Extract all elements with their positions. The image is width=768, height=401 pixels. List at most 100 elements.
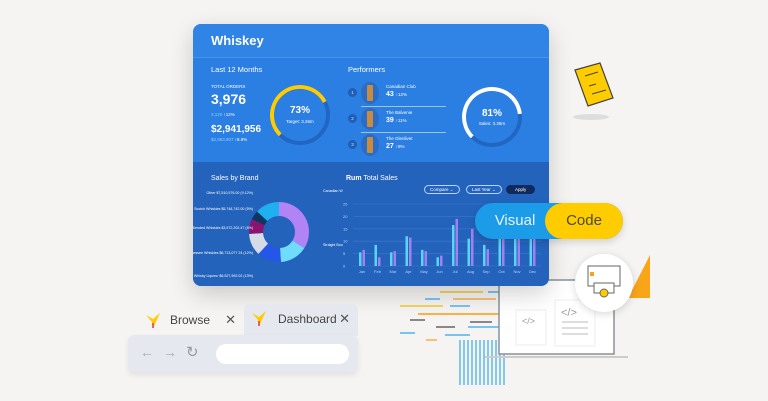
donut-label: Tennessee Whiskies $6,713,077 24 (12%): [193, 251, 253, 255]
rank-badge: 3: [348, 140, 357, 149]
browser-window: Browse ✕ Dashboard ✕ ← → ↻: [128, 304, 358, 372]
bar: [467, 238, 470, 266]
left-heading: Last 12 Months: [211, 65, 263, 74]
reload-icon[interactable]: ↻: [186, 344, 199, 361]
forward-icon[interactable]: →: [163, 344, 177, 360]
donut-slice: [251, 211, 268, 226]
tab-label: Browse: [170, 313, 211, 327]
period-dropdown[interactable]: Last Year ⌄: [466, 185, 502, 194]
performer-value: 27: [386, 143, 394, 150]
chevron-down-icon: ⌄: [492, 187, 496, 192]
sales-gauge-arc: [462, 87, 522, 139]
bar: [514, 218, 517, 266]
performer-name: The Balvenie: [386, 110, 413, 115]
donut-slice: [258, 243, 281, 262]
target-gauge-sub: Target: 3.26m: [286, 119, 314, 124]
x-tick-label: May: [420, 269, 428, 274]
up-arrow-icon: ↑: [395, 118, 398, 123]
bar: [452, 225, 455, 266]
performer-change: 11%: [398, 118, 407, 123]
donut-title: Sales by Brand: [211, 175, 259, 182]
bar: [421, 249, 424, 266]
y-tick-label: 0: [343, 264, 346, 269]
x-tick-label: Jan: [359, 269, 365, 274]
bar: [409, 237, 412, 266]
bar: [533, 218, 536, 266]
rank-badge: 1: [348, 88, 357, 97]
apply-button[interactable]: Apply: [506, 185, 536, 194]
x-tick-label: Jul: [452, 269, 457, 274]
up-arrow-icon: ↑: [395, 92, 398, 97]
revenue-change: 8.9%: [237, 137, 248, 142]
x-tick-label: Mar: [390, 269, 398, 274]
code-doc-icon: [515, 309, 547, 346]
up-arrow-icon: ↑: [234, 137, 238, 142]
divider: [361, 132, 446, 133]
browser-toolbar: ← → ↻: [128, 335, 358, 372]
dashboard-card: Whiskey Last 12 Months TOTAL ORDERS 3,97…: [193, 24, 549, 286]
compare-dropdown[interactable]: Compare ⌄: [424, 185, 460, 194]
x-tick-label: Nov: [513, 269, 520, 274]
donut-label: Scotch Whiskies $5,748,742.00 (5%): [194, 207, 253, 211]
tab-dashboard[interactable]: Dashboard ✕: [244, 304, 358, 336]
bar: [455, 218, 458, 266]
svg-text:</>: </>: [522, 316, 535, 326]
bottle-icon: [361, 82, 379, 104]
close-icon[interactable]: ✕: [225, 312, 236, 327]
up-arrow-icon: ↑: [395, 144, 398, 149]
bottle-icon: [361, 134, 379, 156]
x-tick-label: Apr: [405, 269, 412, 274]
barcode-lines: [459, 340, 505, 385]
x-tick-label: Sep: [482, 269, 490, 274]
sales-gauge-sub: Sales: 3.26m: [478, 121, 506, 126]
x-tick-label: Jun: [436, 269, 442, 274]
orders-prev: 3,120: [211, 112, 223, 117]
x-tick-label: Dec: [529, 269, 536, 274]
donut-label: Whisky Liqueur $6,527,992.02 (13%): [194, 274, 253, 278]
y-tick-label: 20: [343, 214, 348, 219]
donut-label: Straight Bourbon $16,712,461 98 (15%): [323, 243, 343, 247]
dashboard-title: Whiskey: [211, 33, 264, 48]
bar: [362, 249, 365, 266]
bar: [483, 244, 486, 266]
logo-icon: [252, 311, 266, 326]
sales-gauge-value: 81%: [481, 108, 502, 119]
bar-title-bold: Rum: [346, 175, 362, 182]
tab-browse[interactable]: Browse ✕: [136, 306, 244, 334]
revenue-prev: $2,963,907: [211, 137, 234, 142]
rank-badge: 2: [348, 114, 357, 123]
visual-code-toggle[interactable]: Visual Code: [475, 203, 623, 239]
visual-option[interactable]: Visual: [494, 212, 536, 229]
code-option[interactable]: Code: [545, 203, 623, 239]
y-tick-label: 5: [343, 251, 346, 256]
dashboard-header: Whiskey: [193, 24, 549, 58]
y-tick-label: 15: [343, 226, 348, 231]
bar: [502, 218, 505, 266]
sales-gauge: [462, 87, 522, 147]
address-bar[interactable]: [216, 344, 349, 364]
back-icon[interactable]: ←: [140, 344, 154, 360]
sales-by-brand-donut: Canadian Whiskies $57,000,097 41 (34%) St…: [193, 189, 343, 278]
logo-icon: [146, 313, 160, 328]
bar: [486, 249, 489, 266]
compare-label: Compare: [430, 187, 449, 192]
donut-slice: [257, 202, 279, 222]
bar: [498, 226, 501, 266]
close-icon[interactable]: ✕: [339, 311, 350, 326]
x-tick-label: Aug: [467, 269, 474, 274]
bar: [471, 228, 474, 266]
target-gauge: [270, 85, 330, 145]
up-arrow-icon: ↑: [223, 112, 226, 117]
svg-text:</>: </>: [561, 307, 577, 319]
bar: [374, 244, 377, 266]
orange-triangle: [628, 255, 650, 298]
rum-sales-bar-chart: 0 5 10 15 20 25 Jan Feb Mar Apr May Jun Jul Aug Sep Oct…: [343, 202, 541, 274]
y-tick-label: 10: [343, 239, 348, 244]
performer-name: Canadian Club: [386, 84, 416, 89]
performer-change: 8%: [398, 144, 405, 149]
bar: [393, 251, 396, 266]
chevron-down-icon: ⌄: [449, 187, 454, 192]
bar: [359, 252, 362, 266]
bar: [440, 255, 443, 266]
bar-title: Total Sales: [363, 175, 398, 182]
